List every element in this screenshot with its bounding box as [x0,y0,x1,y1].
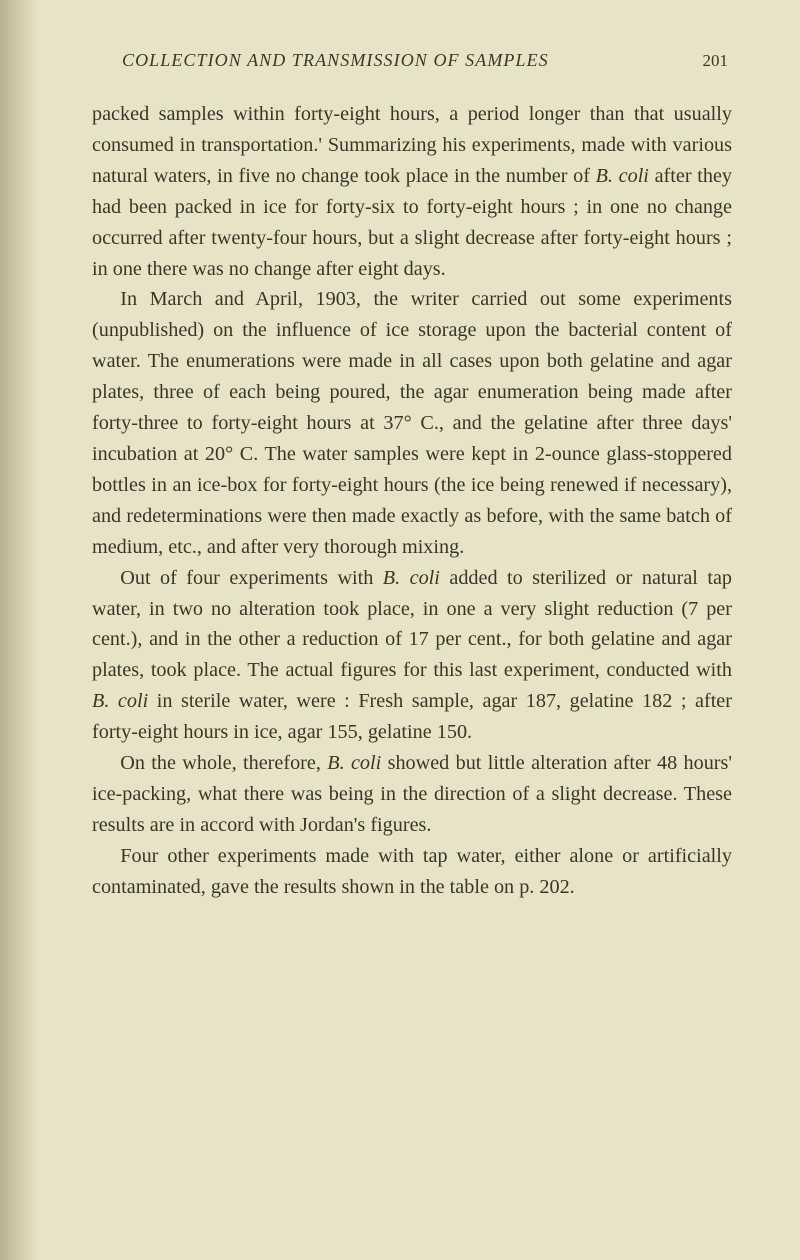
p4-text-a: On the whole, therefore, [120,752,327,774]
term-bcoli: B. coli [596,165,649,187]
p3-text-a: Out of four experiments with [120,567,383,589]
binding-shadow [0,0,38,1260]
term-bcoli: B. coli [92,690,148,712]
p5-text: Four other experiments made with tap wat… [92,845,732,898]
running-head: COLLECTION AND TRANSMISSION OF SAMPLES [122,50,549,71]
paragraph-1: packed samples within forty-eight hours,… [92,99,732,284]
page: COLLECTION AND TRANSMISSION OF SAMPLES 2… [0,0,800,1260]
term-bcoli: B. coli [327,752,381,774]
paragraph-2: In March and April, 1903, the writer car… [92,284,732,562]
paragraph-4: On the whole, therefore, B. coli showed … [92,748,732,841]
paragraph-3: Out of four experiments with B. coli add… [92,563,732,748]
p3-text-c: in sterile water, were : Fresh sample, a… [92,690,732,743]
term-bcoli: B. coli [383,567,440,589]
p2-text: In March and April, 1903, the writer car… [92,288,732,557]
page-header: COLLECTION AND TRANSMISSION OF SAMPLES 2… [92,50,732,71]
body-text: packed samples within forty-eight hours,… [92,99,732,903]
paragraph-5: Four other experiments made with tap wat… [92,841,732,903]
page-number: 201 [703,51,729,71]
